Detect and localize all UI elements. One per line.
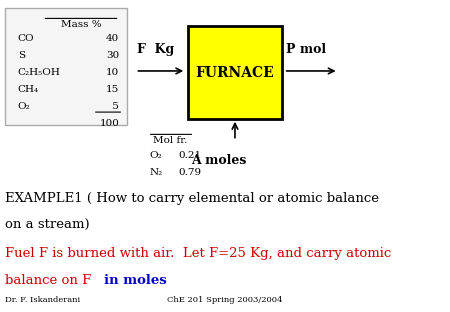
Text: 40: 40 bbox=[106, 34, 119, 43]
Text: ChE 201 Spring 2003/2004: ChE 201 Spring 2003/2004 bbox=[167, 296, 283, 305]
Text: 15: 15 bbox=[106, 85, 119, 94]
Text: 0.79: 0.79 bbox=[178, 168, 201, 177]
Text: F  Kg: F Kg bbox=[138, 42, 175, 56]
Text: A moles: A moles bbox=[191, 154, 247, 168]
Text: Fuel F is burned with air.  Let F=25 Kg, and carry atomic: Fuel F is burned with air. Let F=25 Kg, … bbox=[5, 247, 391, 260]
Text: CO: CO bbox=[18, 34, 34, 43]
Text: S: S bbox=[18, 51, 25, 60]
Text: 30: 30 bbox=[106, 51, 119, 60]
Text: C₂H₅OH: C₂H₅OH bbox=[18, 68, 60, 77]
Text: in moles: in moles bbox=[104, 275, 166, 287]
Text: 5: 5 bbox=[109, 102, 119, 111]
Text: N₂: N₂ bbox=[150, 168, 163, 177]
FancyBboxPatch shape bbox=[188, 26, 282, 119]
Text: 10: 10 bbox=[106, 68, 119, 77]
Text: Mol fr.: Mol fr. bbox=[153, 136, 187, 145]
Text: EXAMPLE1 ( How to carry elemental or atomic balance: EXAMPLE1 ( How to carry elemental or ato… bbox=[5, 192, 379, 205]
Text: on a stream): on a stream) bbox=[5, 219, 90, 232]
Text: Mass %: Mass % bbox=[61, 20, 101, 29]
Text: P mol: P mol bbox=[286, 42, 326, 56]
Text: O₂: O₂ bbox=[150, 151, 162, 160]
Text: 100: 100 bbox=[99, 119, 119, 128]
Text: balance on F: balance on F bbox=[5, 275, 96, 287]
Text: Dr. F. Iskanderani: Dr. F. Iskanderani bbox=[5, 296, 81, 305]
Text: CH₄: CH₄ bbox=[18, 85, 39, 94]
Text: O₂: O₂ bbox=[18, 102, 31, 111]
Text: FURNACE: FURNACE bbox=[196, 66, 274, 80]
Text: 0.21: 0.21 bbox=[178, 151, 201, 160]
FancyBboxPatch shape bbox=[5, 7, 127, 125]
